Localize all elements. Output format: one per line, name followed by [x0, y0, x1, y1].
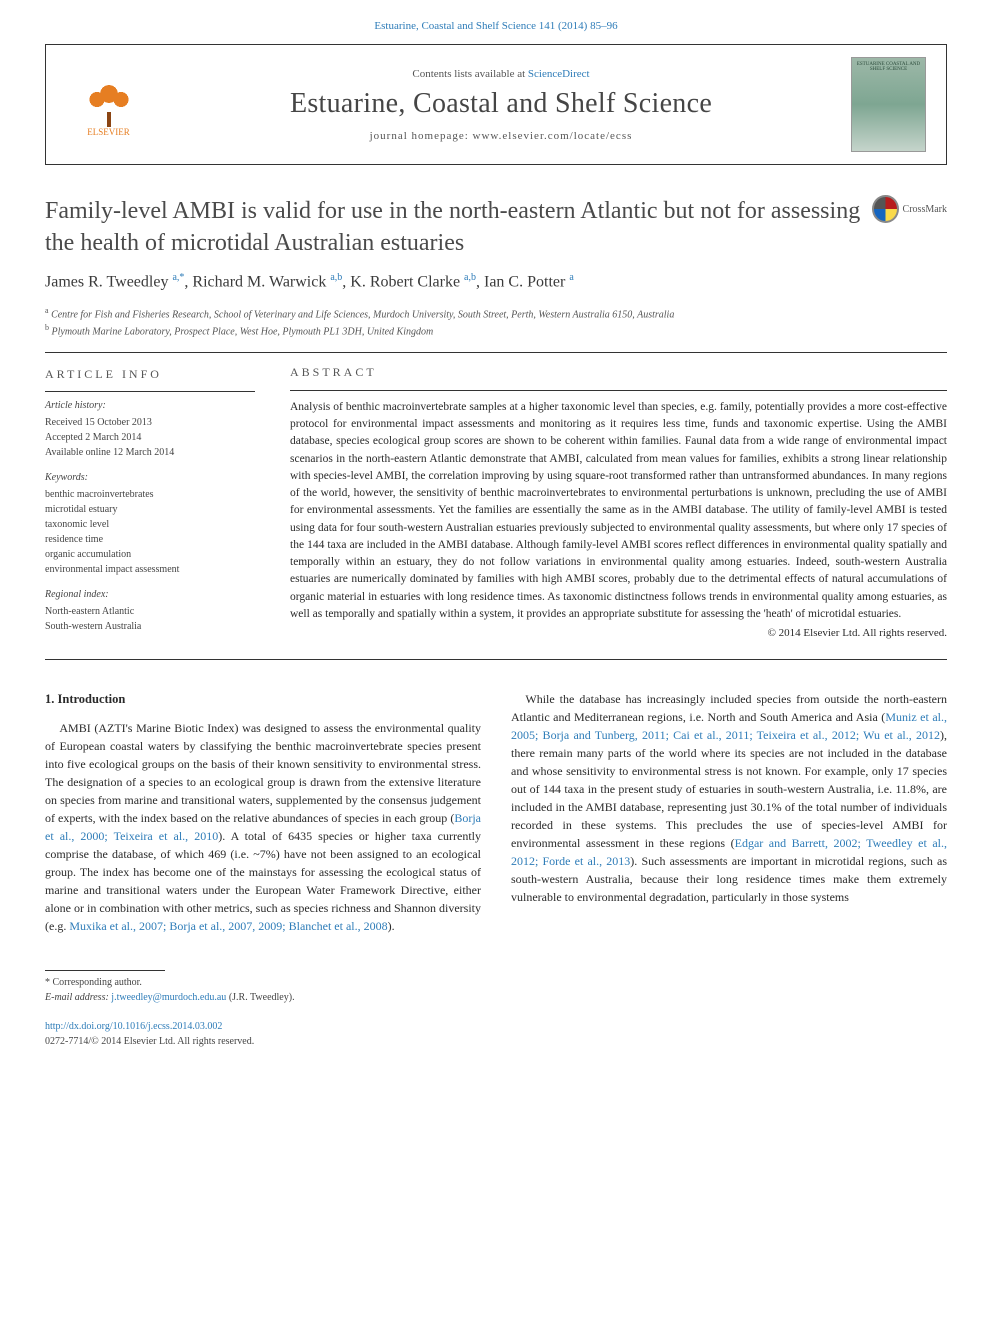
abstract-column: ABSTRACT Analysis of benthic macroinvert… — [290, 365, 947, 639]
p1a: AMBI (AZTI's Marine Biotic Index) was de… — [45, 721, 481, 825]
keywords-list: benthic macroinvertebratesmicrotidal est… — [45, 487, 255, 577]
doi-line: http://dx.doi.org/10.1016/j.ecss.2014.03… — [45, 1019, 947, 1034]
citation-link[interactable]: Muxika et al., 2007; Borja et al., 2007,… — [69, 919, 387, 933]
homepage-url[interactable]: www.elsevier.com/locate/ecss — [473, 130, 633, 142]
doi-link[interactable]: http://dx.doi.org/10.1016/j.ecss.2014.03… — [45, 1021, 222, 1032]
sciencedirect-link[interactable]: ScienceDirect — [528, 68, 590, 80]
regional-list: North-eastern AtlanticSouth-western Aust… — [45, 604, 255, 634]
body-columns: 1. Introduction AMBI (AZTI's Marine Biot… — [45, 690, 947, 935]
body-paragraph-2: While the database has increasingly incl… — [511, 690, 947, 906]
separator-line-2 — [45, 659, 947, 660]
crossmark-label: CrossMark — [903, 204, 947, 215]
footer-block: * Corresponding author. E-mail address: … — [45, 970, 947, 1049]
separator-line — [45, 352, 947, 353]
p2b: ), there remain many parts of the world … — [511, 728, 947, 850]
history-label: Article history: — [45, 398, 255, 413]
regional-label: Regional index: — [45, 587, 255, 602]
p1c: ). — [388, 919, 395, 933]
journal-name: Estuarine, Coastal and Shelf Science — [151, 88, 851, 120]
abstract-rule — [290, 390, 947, 391]
abstract-copyright: © 2014 Elsevier Ltd. All rights reserved… — [290, 627, 947, 639]
elsevier-tree-icon — [79, 72, 139, 127]
article-title: Family-level AMBI is valid for use in th… — [45, 195, 862, 260]
info-rule — [45, 391, 255, 392]
elsevier-logo: ELSEVIER — [66, 62, 151, 147]
journal-homepage: journal homepage: www.elsevier.com/locat… — [151, 130, 851, 142]
affiliations: a Centre for Fish and Fisheries Research… — [45, 305, 947, 340]
contents-prefix: Contents lists available at — [412, 68, 527, 80]
elsevier-label: ELSEVIER — [87, 127, 130, 137]
crossmark-badge[interactable]: CrossMark — [872, 195, 947, 223]
journal-cover-thumbnail: ESTUARINE COASTAL AND SHELF SCIENCE — [851, 57, 926, 152]
title-row: Family-level AMBI is valid for use in th… — [45, 195, 947, 260]
info-abstract-row: ARTICLE INFO Article history: Received 1… — [45, 365, 947, 639]
article-info-column: ARTICLE INFO Article history: Received 1… — [45, 365, 255, 639]
contents-line: Contents lists available at ScienceDirec… — [151, 68, 851, 80]
cover-text: ESTUARINE COASTAL AND SHELF SCIENCE — [856, 62, 921, 72]
keywords-label: Keywords: — [45, 470, 255, 485]
email-label: E-mail address: — [45, 992, 111, 1003]
issn-copyright: 0272-7714/© 2014 Elsevier Ltd. All right… — [45, 1034, 947, 1049]
body-paragraph-1: AMBI (AZTI's Marine Biotic Index) was de… — [45, 719, 481, 935]
section-heading: 1. Introduction — [45, 690, 481, 709]
abstract-text: Analysis of benthic macroinvertebrate sa… — [290, 399, 947, 623]
crossmark-icon — [872, 195, 899, 223]
homepage-label: journal homepage: — [370, 130, 473, 142]
author-email-link[interactable]: j.tweedley@murdoch.edu.au — [111, 992, 226, 1003]
header-center: Contents lists available at ScienceDirec… — [151, 68, 851, 142]
email-line: E-mail address: j.tweedley@murdoch.edu.a… — [45, 990, 947, 1005]
abstract-heading: ABSTRACT — [290, 365, 947, 380]
journal-header: ELSEVIER Contents lists available at Sci… — [45, 44, 947, 165]
email-suffix: (J.R. Tweedley). — [226, 992, 294, 1003]
journal-citation: Estuarine, Coastal and Shelf Science 141… — [45, 20, 947, 32]
corresponding-author: * Corresponding author. — [45, 975, 947, 990]
footer-separator — [45, 970, 165, 971]
authors-line: James R. Tweedley a,*, Richard M. Warwic… — [45, 272, 947, 291]
p2a: While the database has increasingly incl… — [511, 692, 947, 724]
history-list: Received 15 October 2013Accepted 2 March… — [45, 415, 255, 460]
p1b: ). A total of 6435 species or higher tax… — [45, 829, 481, 933]
article-info-heading: ARTICLE INFO — [45, 365, 255, 383]
